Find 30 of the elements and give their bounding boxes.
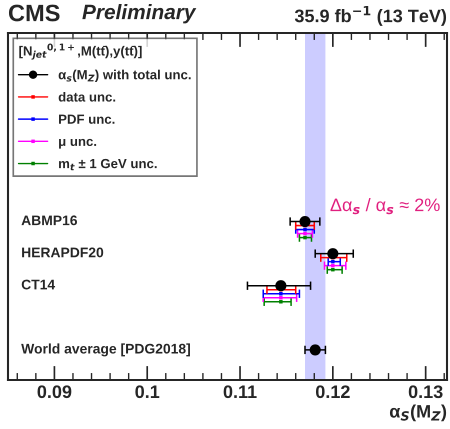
x-tick-label: 0.13 xyxy=(408,385,443,398)
y-tick-label: CT14 xyxy=(22,280,56,290)
point xyxy=(279,296,283,300)
legend-label: μ unc. xyxy=(59,138,96,149)
point xyxy=(331,260,335,264)
point xyxy=(331,264,335,268)
point xyxy=(275,280,286,292)
x-tick-label: 0.11 xyxy=(224,385,257,398)
legend-label: data unc. xyxy=(58,92,116,102)
legend-label: PDF unc. xyxy=(59,114,114,124)
point xyxy=(279,292,283,296)
point xyxy=(299,216,311,228)
y-tick-label: ABMP16 xyxy=(22,215,78,226)
x-axis-title: α$_{S}$(M$_{Z}$) xyxy=(390,404,446,422)
y-tick-label: World average [PDG2018] xyxy=(21,343,190,356)
point xyxy=(310,344,321,356)
legend-title: [N$_{jet}$$^{0,1+}$,M(tt̄),y(tt̄)] xyxy=(19,44,142,60)
chart-subtitle: Preliminary xyxy=(82,4,196,24)
point xyxy=(279,300,283,304)
point xyxy=(331,268,335,272)
x-tick-label: 0.09 xyxy=(38,385,72,398)
point xyxy=(327,248,338,260)
legend-label: m$_{t}$ ± 1 GeV unc. xyxy=(59,158,157,170)
x-tick-label: 0.12 xyxy=(316,385,350,398)
text: Δα$_{s}$ / α$_{s}$ ≈ 2% xyxy=(330,198,440,214)
chart-title: CMS xyxy=(8,4,60,22)
legend-label: α$_{s}$(M$_{Z}$) with total unc. xyxy=(58,70,191,82)
x-tick-label: 0.1 xyxy=(135,385,160,398)
y-tick-label: HERAPDF20 xyxy=(22,248,104,258)
text: 35.9 fb$^{−1}$ (13 TeV) xyxy=(294,6,446,26)
